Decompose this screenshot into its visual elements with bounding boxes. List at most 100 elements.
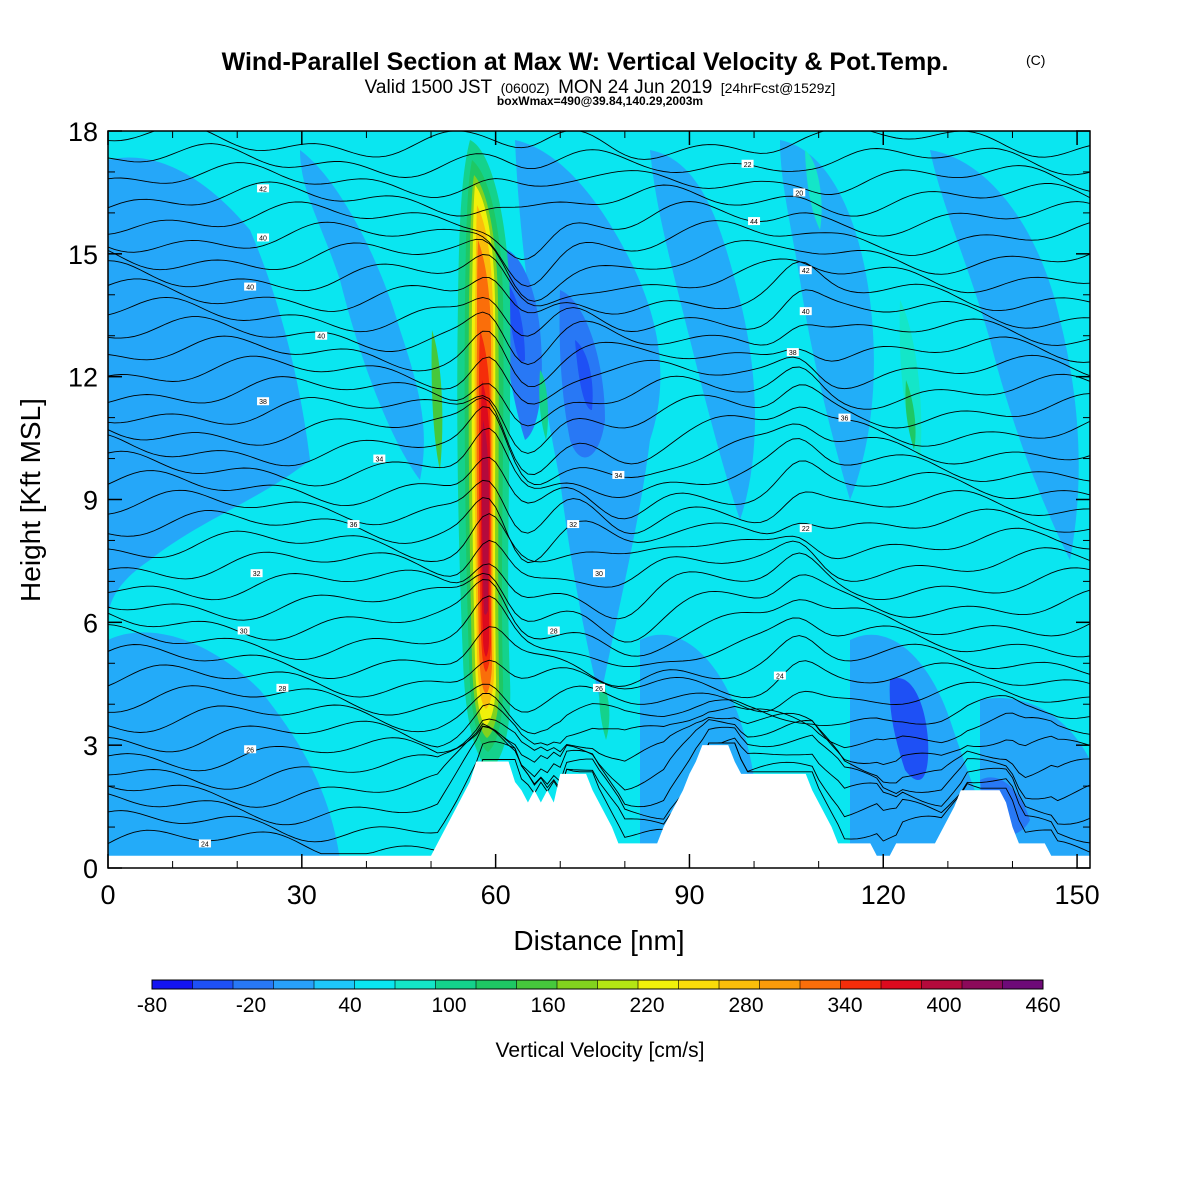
y-tick-label: 9 [83, 486, 98, 516]
colorbar-swatch [516, 980, 558, 989]
isentrope-label: 30 [595, 571, 603, 578]
isentrope-label: 20 [795, 190, 803, 197]
isentrope-line [108, 723, 1090, 808]
isentrope-label: 40 [802, 309, 810, 316]
isentrope-label: 36 [841, 416, 849, 423]
colorbar-tick-label: 220 [629, 994, 664, 1017]
isentrope-label-bg [593, 683, 605, 692]
chart-subtitle: Valid 1500 JST (0600Z) MON 24 Jun 2019 [… [365, 77, 836, 98]
colorbar-swatch [192, 980, 234, 989]
isentrope-label: 38 [259, 399, 267, 406]
isentrope-label-bg [793, 188, 806, 197]
isentrope-line [108, 742, 1090, 855]
downdraft-core [575, 340, 593, 410]
downdraft-region [930, 150, 1079, 560]
velocity-field [108, 140, 1090, 860]
isentrope-line [108, 741, 1090, 844]
colorbar-tick-label: 340 [827, 994, 862, 1017]
isentrope-label: 44 [750, 219, 758, 226]
colorbar-swatch [273, 980, 315, 989]
isentrope-label-bg [799, 307, 812, 316]
downdraft-region [108, 632, 340, 860]
isentrope-label: 32 [253, 571, 261, 578]
isentrope-line [108, 712, 1090, 772]
y-tick-label: 18 [68, 117, 98, 147]
isentrope-label: 34 [614, 473, 622, 480]
isentrope-label: 42 [802, 268, 810, 275]
isentrope-label-bg [237, 626, 250, 635]
colorbar-tick-label: 160 [530, 994, 565, 1017]
isentrope-label: 30 [240, 629, 248, 636]
isentrope-line [108, 719, 1090, 791]
isentrope-label-bg [741, 159, 754, 168]
x-tick-label: 90 [674, 880, 704, 910]
x-tick-label: 150 [1055, 880, 1100, 910]
isentrope-line [108, 143, 1090, 178]
isentrope-line [108, 456, 1090, 520]
colorbar-swatch [152, 980, 193, 989]
colorbar-swatch [597, 980, 639, 989]
y-tick-label: 15 [68, 240, 98, 270]
downdraft-region [300, 150, 424, 480]
chart-title-mark: (C) [1026, 52, 1045, 68]
colorbar-swatch [638, 980, 679, 989]
downdraft-region [650, 150, 755, 520]
isentrope-label-bg [547, 626, 560, 635]
colorbar-swatch [840, 980, 882, 989]
isentrope-line [108, 479, 1090, 535]
downdraft-region [108, 157, 310, 620]
isentrope-label: 42 [259, 186, 267, 193]
isentrope-line [108, 693, 1090, 735]
y-tick-label: 6 [83, 608, 98, 638]
isentrope-label-bg [612, 470, 625, 479]
downdraft-region [780, 140, 874, 500]
isentrope-line [108, 162, 1090, 198]
isentrope-label-bg [198, 839, 211, 848]
colorbar-swatch [962, 980, 1003, 989]
colorbar-swatch [395, 980, 436, 989]
isentrope-line [108, 261, 1090, 315]
isentrope-label-bg [244, 282, 257, 291]
colorbar: -80 -20 40 100 160 220 280 340 400 460 [137, 979, 1061, 1017]
isentrope-label: 38 [789, 350, 797, 357]
isentrope-line [108, 384, 1090, 454]
isentrope-line [108, 659, 1090, 699]
isentrope-line [108, 289, 1090, 337]
colorbar-swatch [921, 980, 963, 989]
isentrope-label: 36 [350, 522, 358, 529]
isentrope-line [108, 254, 1090, 307]
isentrope-line [108, 725, 1090, 826]
isentrope-line [108, 497, 1090, 564]
updraft-band [599, 680, 610, 740]
colorbar-swatch [1002, 980, 1044, 989]
y-tick-label: 0 [83, 854, 98, 884]
colorbar-swatch [233, 980, 274, 989]
isentrope-label-bg [250, 569, 263, 578]
isentrope-label-bg [838, 413, 851, 422]
isentrope-label-bg [347, 520, 360, 529]
isentrope-label: 32 [569, 522, 577, 529]
colorbar-tick-label: 40 [338, 994, 361, 1017]
colorbar-tick-label: -20 [236, 994, 266, 1017]
isentrope-line [108, 330, 1090, 388]
isentrope-line [108, 427, 1090, 499]
colorbar-swatch [800, 980, 841, 989]
colorbar-swatch [759, 980, 801, 989]
updraft-band [431, 330, 443, 470]
isentrope-line [108, 131, 1090, 160]
isentrope-label: 24 [776, 674, 784, 681]
colorbar-tick-label: 400 [926, 994, 961, 1017]
chart-title: Wind-Parallel Section at Max W: Vertical… [222, 48, 949, 76]
isentrope-label-bg [799, 266, 812, 275]
colorbar-swatch [314, 980, 355, 989]
colorbar-swatch [476, 980, 517, 989]
isentrope-label-bg [799, 524, 812, 533]
isentrope-label-bg [315, 331, 328, 340]
isentrope-label: 22 [744, 162, 752, 169]
isentrope-line [108, 572, 1090, 643]
colorbar-swatch [354, 980, 396, 989]
isentrope-label-bg [567, 520, 580, 529]
colorbar-swatch [435, 980, 477, 989]
